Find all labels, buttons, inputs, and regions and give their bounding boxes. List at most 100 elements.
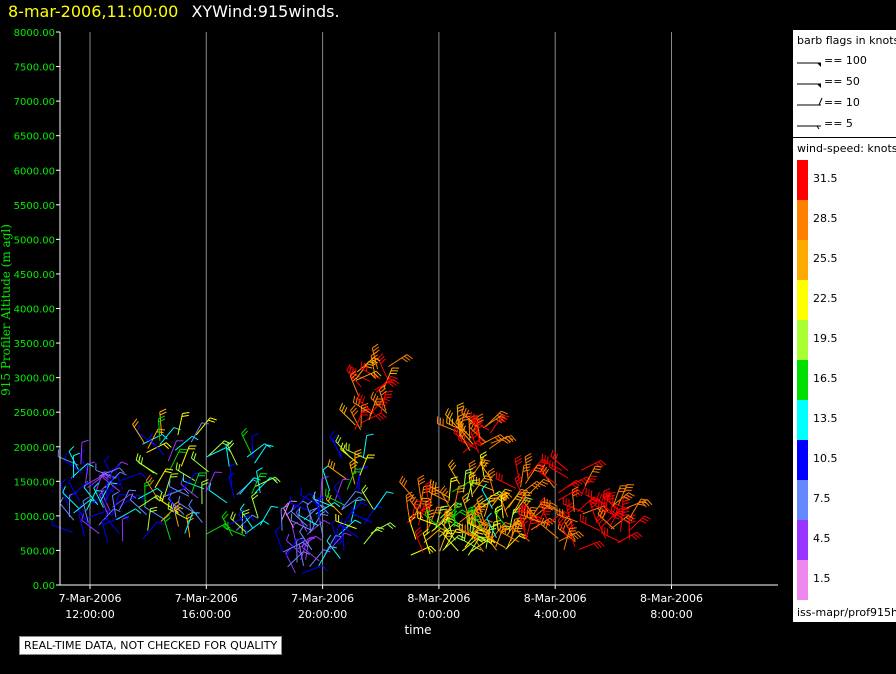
y-tick-labels: 0.00 500.00 1000.00 1500.00 2000.00 2500.00 30… — [14, 28, 60, 592]
wind-barb — [228, 515, 255, 525]
colorbar-entry: 1.5 — [793, 560, 896, 600]
x-tick-label-time: 20:00:00 — [298, 608, 347, 621]
wind-barb — [241, 428, 252, 454]
valid-time: 8-mar-2006,11:00:00 — [8, 2, 179, 21]
wind-barb — [301, 565, 328, 574]
colorbar-label: 7.5 — [813, 492, 831, 505]
wind-barb — [135, 453, 155, 474]
wind-barb — [327, 459, 347, 480]
wind-barb — [356, 357, 381, 373]
colorbar-swatch — [797, 440, 808, 480]
wind-barb — [86, 490, 104, 511]
wind-barb — [520, 463, 531, 488]
wind-barb — [355, 370, 382, 381]
colorbar-entry: 22.5 — [793, 280, 896, 320]
wind-barb — [579, 514, 601, 532]
wind-barb — [168, 479, 190, 497]
colorbar-entry: 25.5 — [793, 240, 896, 280]
wind-barb — [332, 433, 343, 460]
wind-barb — [228, 472, 235, 499]
wind-barb — [190, 422, 209, 443]
wind-barb — [487, 467, 496, 494]
colorbar-label: 31.5 — [813, 172, 838, 185]
x-tick-label-date: 8-Mar-2006 — [407, 592, 470, 605]
wind-barb — [174, 435, 199, 451]
wind-barb — [361, 412, 387, 424]
wind-barb — [349, 370, 360, 397]
wind-barb — [146, 442, 172, 454]
wind-barb — [339, 402, 356, 426]
wind-barb — [335, 514, 357, 530]
barb-symbol-icon — [797, 83, 821, 88]
wind-barb — [467, 536, 487, 556]
wind-barb — [78, 510, 86, 537]
wind-barb — [188, 499, 203, 523]
wind-barb — [163, 488, 190, 498]
wind-barb — [326, 534, 341, 559]
colorbar-label: 22.5 — [813, 292, 838, 305]
wind-barb — [98, 489, 109, 516]
x-tick-label-date: 7-Mar-2006 — [59, 592, 122, 605]
wind-barb — [227, 440, 238, 466]
wind-barb — [352, 395, 373, 415]
wind-barb — [254, 444, 274, 464]
wind-barb — [617, 531, 643, 544]
wind-barb — [540, 464, 555, 489]
x-tick-label-time: 12:00:00 — [65, 608, 114, 621]
wind-barb — [368, 398, 384, 421]
wind-barb — [450, 507, 463, 533]
wind-barb — [98, 467, 125, 477]
colorbar-entry: 31.5 — [793, 160, 896, 200]
wind-barb — [550, 449, 569, 471]
wind-barb — [144, 499, 164, 520]
wind-barb — [489, 435, 514, 450]
wind-barb — [429, 485, 450, 503]
wind-barb — [563, 527, 577, 550]
wind-barb — [448, 459, 460, 485]
wind-barb — [290, 504, 308, 527]
wind-barb — [524, 453, 533, 479]
colorbar-swatch — [797, 560, 808, 600]
barb-legend-title: barb flags in knots — [797, 34, 896, 47]
wind-barb — [184, 512, 200, 534]
x-tick-label-date: 8-Mar-2006 — [640, 592, 703, 605]
wind-barb — [481, 483, 493, 509]
x-tick-label-date: 7-Mar-2006 — [175, 592, 238, 605]
wind-barb — [72, 452, 80, 478]
wind-barb — [221, 510, 233, 537]
wind-barb — [298, 508, 319, 527]
x-tick-labels: 7-Mar-2006 12:00:00 7-Mar-2006 16:00:00 7-Ma… — [59, 585, 703, 621]
wind-barb — [377, 352, 388, 379]
wind-barb — [154, 468, 174, 489]
wind-barb — [539, 465, 558, 486]
wind-barb — [195, 417, 217, 436]
wind-barb — [290, 513, 312, 531]
y-tick-label: 2500.00 — [14, 408, 55, 419]
wind-barb — [255, 476, 281, 487]
wind-barb — [190, 472, 207, 494]
wind-barb — [235, 514, 259, 531]
wind-barb — [409, 494, 424, 519]
wind-barb — [239, 477, 261, 495]
wind-barb — [443, 508, 452, 534]
wind-barb — [167, 440, 184, 462]
wind-barb — [121, 516, 130, 542]
wind-barb — [341, 496, 366, 511]
wind-barb — [105, 479, 115, 504]
wind-barb — [180, 445, 197, 467]
y-axis-label: 915 Profiler Altitude (m agl) — [0, 224, 13, 396]
wind-barb — [51, 517, 73, 533]
barb-legend-item: == 10 — [793, 93, 896, 114]
y-tick-label: 4500.00 — [14, 270, 55, 281]
colorbar-title: wind-speed: knots — [797, 142, 896, 155]
y-tick-label: 7500.00 — [14, 63, 55, 74]
x-tick-label-time: 0:00:00 — [418, 608, 460, 621]
wind-barb — [483, 494, 498, 517]
colorbar-entry: 10.5 — [793, 440, 896, 480]
colorbar-label: 1.5 — [813, 572, 831, 585]
wind-barb — [312, 491, 329, 514]
wind-barb — [339, 520, 352, 544]
x-tick-label-time: 8:00:00 — [650, 608, 692, 621]
wind-barb — [522, 494, 537, 519]
colorbar-swatch — [797, 240, 808, 280]
